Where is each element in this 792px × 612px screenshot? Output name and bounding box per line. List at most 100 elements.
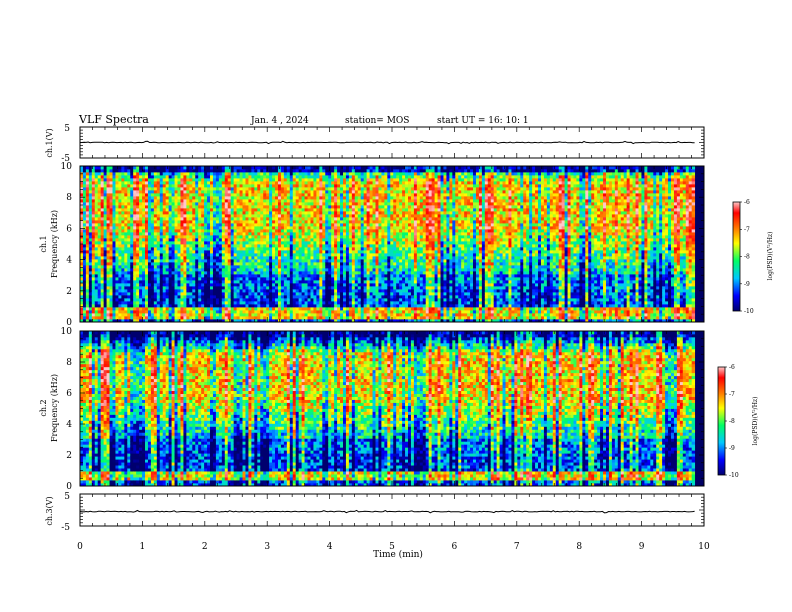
spectrogram-cell (257, 247, 261, 251)
spectrogram-cell (248, 199, 252, 203)
spectrogram-cell (195, 265, 199, 269)
spectrogram-cell (192, 208, 196, 212)
spectrogram-cell (171, 313, 175, 317)
spectrogram-cell (198, 271, 202, 275)
spectrogram-cell (301, 307, 305, 311)
spectrogram-cell (124, 190, 128, 194)
spectrogram-cell (269, 280, 273, 284)
spectrogram-cell (207, 280, 211, 284)
spectrogram-cell (295, 256, 300, 260)
spectrogram-cell (248, 250, 252, 254)
spectrogram-cell (94, 175, 99, 179)
spectrogram-cell (171, 301, 175, 305)
spectrogram-cell (236, 253, 240, 257)
spectrogram-cell (316, 295, 320, 299)
spectrogram-cell (153, 181, 158, 185)
spectrogram-cell (130, 223, 134, 227)
spectrogram-cell (180, 238, 184, 242)
spectrogram-cell (136, 181, 140, 185)
spectrogram-cell (103, 166, 107, 170)
spectrogram-cell (277, 184, 282, 188)
spectrogram-cell (94, 313, 99, 317)
spectrogram-cell (233, 190, 238, 194)
spectrogram-cell (248, 313, 252, 317)
spectrogram-cell (298, 262, 303, 266)
spectrogram-cell (142, 313, 146, 317)
spectrogram-cell (266, 223, 270, 227)
spectrogram-cell (210, 280, 214, 284)
spectrogram-cell (212, 301, 217, 305)
spectrogram-cell (334, 268, 338, 272)
spectrogram-cell (340, 265, 344, 269)
spectrogram-cell (162, 226, 167, 230)
spectrogram-cell (277, 301, 282, 305)
spectrogram-cell (168, 223, 172, 227)
spectrogram-cell (195, 217, 199, 221)
spectrogram-cell (115, 250, 119, 254)
spectrogram-cell (325, 268, 329, 272)
spectrogram-cell (254, 283, 258, 287)
spectrogram-cell (100, 196, 105, 200)
spectrogram-cell (147, 304, 152, 308)
spectrogram-cell (212, 247, 217, 251)
spectrogram-cell (180, 295, 184, 299)
spectrogram-cell (85, 301, 90, 305)
spectrogram-cell (100, 184, 105, 188)
spectrogram-cell (337, 166, 341, 170)
spectrogram-cell (266, 199, 270, 203)
spectrogram-cell (283, 247, 288, 251)
spectrogram-cell (171, 307, 175, 311)
spectrogram-cell (192, 256, 196, 260)
spectrogram-cell (239, 172, 243, 176)
spectrogram-cell (334, 175, 338, 179)
spectrogram-cell (153, 274, 158, 278)
spectrogram-cell (348, 187, 353, 191)
spectrogram-cell (266, 175, 270, 179)
spectrogram-cell (88, 256, 93, 260)
spectrogram-cell (174, 265, 178, 269)
spectrogram-cell (283, 268, 288, 272)
spectrogram-cell (109, 250, 113, 254)
spectrogram-cell (192, 181, 196, 185)
spectrogram-cell (186, 283, 190, 287)
spectrogram-cell (91, 298, 96, 302)
spectrogram-cell (245, 199, 249, 203)
spectrogram-cell (272, 262, 276, 266)
spectrogram-cell (343, 193, 347, 197)
spectrogram-cell (115, 196, 119, 200)
spectrogram-cell (198, 214, 202, 218)
spectrogram-cell (277, 199, 282, 203)
spectrogram-cell (136, 178, 140, 182)
spectrogram-cell (272, 178, 276, 182)
spectrogram-cell (272, 229, 276, 233)
spectrogram-cell (136, 235, 140, 239)
spectrogram-cell (337, 202, 341, 206)
spectrogram-cell (174, 253, 178, 257)
spectrogram-cell (298, 301, 303, 305)
spectrogram-cell (292, 184, 297, 188)
spectrogram-cell (251, 238, 255, 242)
spectrogram-cell (201, 310, 205, 314)
spectrogram-cell (91, 253, 96, 257)
spectrogram-cell (280, 283, 285, 287)
spectrogram-cell (139, 280, 143, 284)
spectrogram-cell (156, 301, 161, 305)
spectrogram-cell (212, 199, 217, 203)
spectrogram-cell (174, 292, 178, 296)
spectrogram-cell (254, 316, 258, 320)
spectrogram-cell (319, 283, 323, 287)
spectrogram-cell (124, 259, 128, 263)
spectrogram-cell (331, 256, 335, 260)
spectrogram-cell (257, 211, 261, 215)
spectrogram-cell (212, 286, 217, 290)
spectrogram-cell (334, 187, 338, 191)
spectrogram-cell (183, 256, 187, 260)
spectrogram-cell (245, 169, 249, 173)
spectrogram-cell (159, 244, 164, 248)
spectrogram-cell (239, 187, 243, 191)
spectrogram-cell (142, 283, 146, 287)
spectrogram-cell (298, 166, 303, 170)
spectrogram-cell (260, 217, 264, 221)
spectrogram-cell (121, 181, 125, 185)
spectrogram-cell (248, 187, 252, 191)
